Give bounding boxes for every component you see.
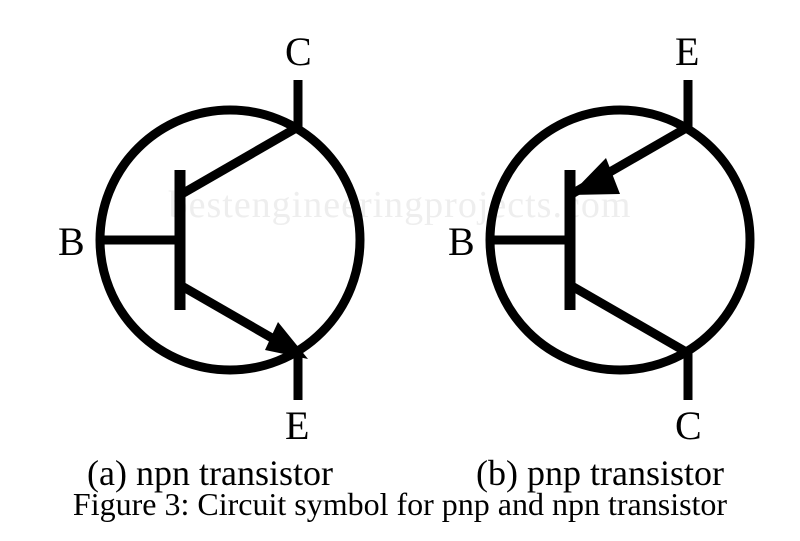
npn-collector-lead — [180, 127, 298, 195]
pnp-transistor: E B C — [430, 30, 770, 435]
pnp-svg — [430, 30, 770, 430]
npn-arrow-icon — [265, 322, 308, 359]
npn-emitter-label: E — [285, 402, 309, 449]
pnp-emitter-label: E — [675, 28, 699, 75]
pnp-collector-lead — [570, 285, 688, 353]
npn-transistor: C B E — [40, 30, 380, 435]
pnp-base-label: B — [448, 218, 475, 265]
figure-caption: Figure 3: Circuit symbol for pnp and npn… — [0, 486, 800, 523]
pnp-arrow-icon — [570, 158, 620, 195]
diagram-container: C B E E B C (a) npn transistor (b) pnp t… — [0, 0, 800, 541]
npn-svg — [40, 30, 380, 430]
npn-collector-label: C — [285, 28, 312, 75]
pnp-collector-label: C — [675, 402, 702, 449]
npn-base-label: B — [58, 218, 85, 265]
